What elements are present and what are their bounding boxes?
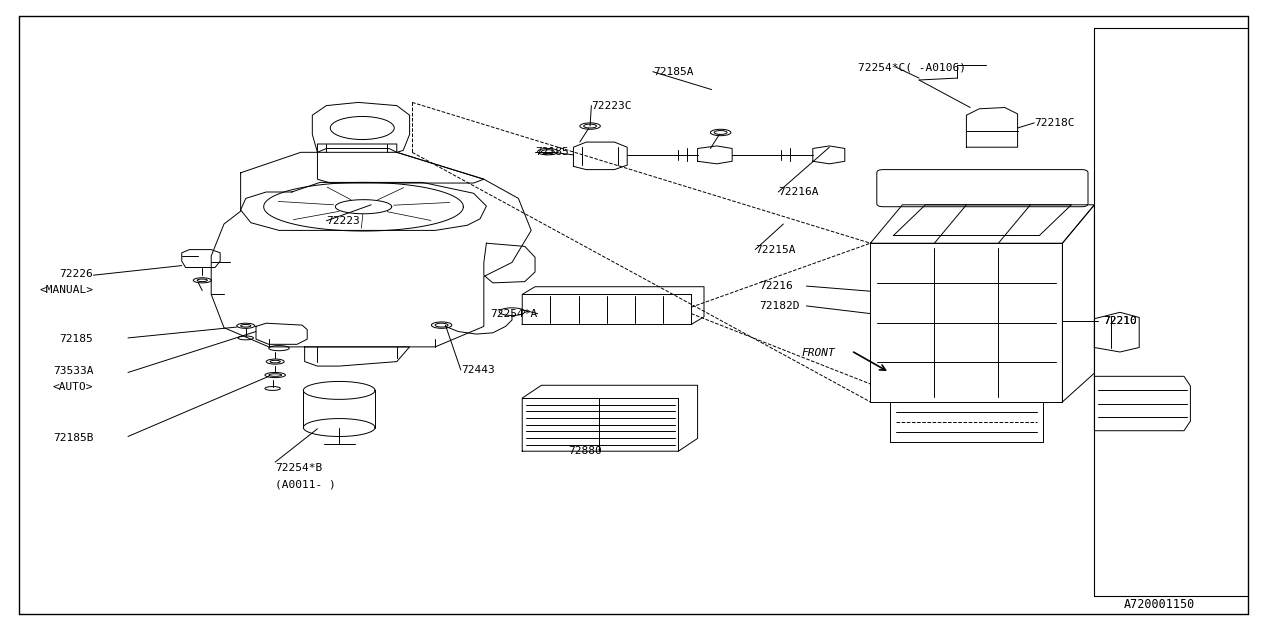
Text: 72254*C( -A0106): 72254*C( -A0106) xyxy=(858,62,965,72)
Text: 72185: 72185 xyxy=(60,334,93,344)
Text: 72223: 72223 xyxy=(326,216,360,226)
Text: 72216A: 72216A xyxy=(778,187,819,197)
Text: FRONT: FRONT xyxy=(801,348,835,358)
Text: <AUTO>: <AUTO> xyxy=(52,382,93,392)
Text: 72443: 72443 xyxy=(461,365,494,375)
Text: 72185B: 72185B xyxy=(52,433,93,444)
Text: 72254*B: 72254*B xyxy=(275,463,323,474)
Text: 72218C: 72218C xyxy=(1034,118,1075,128)
Text: 72185A: 72185A xyxy=(653,67,694,77)
Text: 72182D: 72182D xyxy=(759,301,800,311)
Text: 72185: 72185 xyxy=(535,147,568,157)
Text: 72226: 72226 xyxy=(60,269,93,279)
Text: A720001150: A720001150 xyxy=(1124,598,1196,611)
Text: <MANUAL>: <MANUAL> xyxy=(40,285,93,295)
Text: (A0011- ): (A0011- ) xyxy=(275,479,335,490)
Text: 72880: 72880 xyxy=(568,446,602,456)
Text: 72254*A: 72254*A xyxy=(490,308,538,319)
Text: 72223C: 72223C xyxy=(591,100,632,111)
Text: 72215A: 72215A xyxy=(755,244,796,255)
Text: 72210: 72210 xyxy=(1103,316,1137,326)
Text: 72216: 72216 xyxy=(759,281,792,291)
Text: 72210: 72210 xyxy=(1103,316,1137,326)
Text: 73533A: 73533A xyxy=(52,366,93,376)
